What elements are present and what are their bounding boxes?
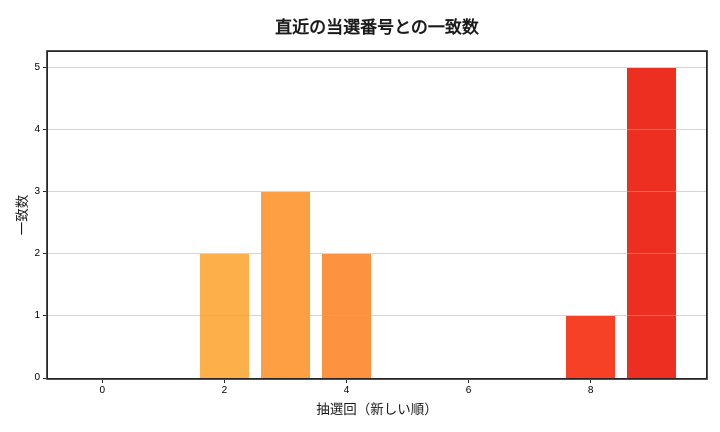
- y-tick-4: [42, 129, 47, 131]
- y-tick-label-0: 0: [34, 372, 40, 383]
- x-tick-6: [468, 379, 470, 384]
- gridline-y3: [48, 191, 706, 193]
- bar-x3: [261, 191, 310, 378]
- bar-x9: [627, 67, 677, 378]
- x-axis-label: 抽選回（新しい順）: [316, 402, 438, 417]
- y-tick-1: [42, 315, 47, 317]
- gridline-y4: [48, 129, 706, 131]
- gridline-y5: [48, 67, 706, 69]
- y-tick-label-2: 2: [34, 247, 40, 259]
- y-tick-label-5: 5: [34, 61, 40, 73]
- y-tick-label-1: 1: [34, 309, 40, 321]
- y-tick-2: [42, 253, 47, 255]
- gridline-y2: [48, 253, 706, 255]
- chart-title: 直近の当選番号との一致数: [275, 18, 479, 37]
- y-tick-0: [42, 377, 47, 379]
- x-tick-label-4: 4: [343, 385, 350, 396]
- bar-x8: [566, 315, 616, 378]
- y-axis-label: 一致数: [15, 194, 30, 236]
- x-tick-4: [345, 379, 347, 384]
- x-tick-label-6: 6: [465, 385, 472, 396]
- gridline-y1: [48, 315, 706, 317]
- x-tick-8: [590, 379, 592, 384]
- y-tick-label-3: 3: [34, 185, 40, 197]
- y-tick-5: [42, 67, 47, 69]
- y-tick-3: [42, 191, 47, 193]
- x-tick-label-0: 0: [99, 385, 106, 396]
- x-tick-label-2: 2: [221, 385, 228, 396]
- plot-area: [48, 52, 706, 378]
- x-tick-0: [101, 379, 103, 384]
- x-tick-label-8: 8: [587, 385, 594, 396]
- x-tick-2: [223, 379, 225, 384]
- y-tick-label-4: 4: [34, 123, 40, 135]
